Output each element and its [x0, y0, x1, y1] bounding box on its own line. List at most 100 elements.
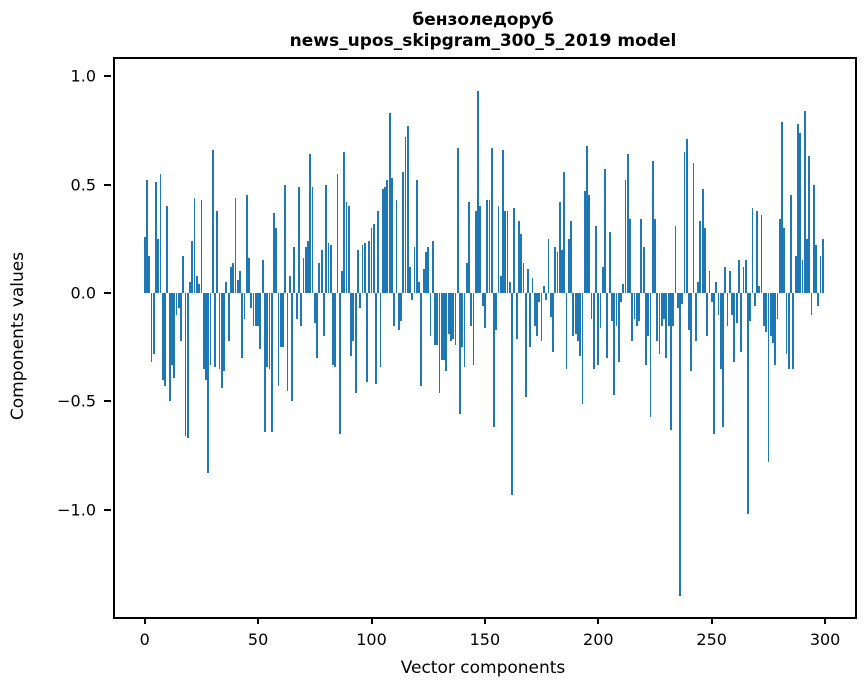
vector-component-bar — [427, 247, 430, 293]
vector-component-bar — [465, 262, 468, 293]
vector-component-bar — [395, 199, 398, 293]
y-tick-label: 0.5 — [70, 175, 96, 195]
vector-component-bar — [418, 282, 421, 293]
vector-component-bar — [672, 293, 675, 326]
vector-component-bar — [259, 293, 262, 350]
vector-component-bar — [554, 247, 557, 293]
vector-component-bar — [375, 293, 377, 384]
vector-component-bar — [422, 269, 425, 293]
vector-component-bar — [769, 293, 772, 337]
vector-component-bar — [370, 227, 373, 293]
vector-component-bar — [692, 162, 695, 293]
vector-component-bar — [157, 238, 160, 293]
vector-component-bar — [690, 293, 693, 371]
vector-component-bar — [171, 293, 173, 365]
vector-component-bar — [202, 293, 205, 369]
vector-component-bar — [556, 251, 559, 293]
vector-component-bar — [379, 293, 382, 367]
vector-component-bar — [477, 91, 479, 293]
vector-component-bar — [595, 225, 597, 293]
vector-component-bar — [434, 293, 436, 345]
vector-component-bar — [493, 293, 495, 428]
x-tick-label: 150 — [469, 630, 501, 649]
vector-component-bar — [372, 223, 375, 293]
vector-component-bar — [193, 197, 196, 293]
vector-component-bar — [660, 293, 663, 326]
vector-component-bar — [402, 171, 405, 293]
vector-component-bar — [345, 201, 348, 293]
vector-component-bar — [774, 293, 777, 365]
vector-component-bar — [454, 293, 457, 345]
vector-component-bar — [681, 293, 684, 304]
vector-component-bar — [658, 293, 661, 354]
vector-component-bar — [806, 238, 808, 293]
vector-component-bar — [155, 182, 157, 293]
y-tick-label: −1.0 — [57, 500, 96, 520]
vector-component-bar — [257, 293, 259, 326]
vector-component-bar — [542, 286, 545, 293]
vector-component-bar — [808, 156, 811, 293]
vector-component-bar — [592, 293, 595, 369]
vector-component-bar — [688, 293, 690, 330]
vector-component-bar — [474, 210, 477, 293]
x-tick-label: 0 — [139, 630, 150, 649]
y-tick-mark — [104, 183, 111, 186]
vector-component-bar — [799, 132, 802, 293]
y-tick-mark — [104, 400, 111, 403]
vector-component-bar — [747, 293, 749, 515]
vector-component-bar — [220, 293, 223, 389]
vector-component-bar — [683, 152, 686, 293]
vector-component-bar — [565, 293, 568, 369]
vector-component-bar — [445, 293, 448, 371]
vector-component-bar — [731, 293, 733, 315]
vector-component-bar — [601, 266, 604, 293]
vector-component-bar — [388, 113, 391, 293]
vector-component-bar — [150, 293, 153, 363]
vector-component-bar — [647, 293, 650, 337]
y-tick-label: 1.0 — [70, 66, 96, 86]
vector-component-bar — [336, 173, 339, 293]
vector-component-bar — [518, 221, 520, 293]
vector-component-bar — [229, 266, 232, 293]
vector-component-bar — [626, 154, 629, 293]
vector-component-bar — [783, 227, 786, 293]
vector-component-bar — [812, 184, 815, 293]
vector-component-bar — [522, 262, 525, 293]
vector-component-bar — [164, 293, 166, 387]
vector-component-bar — [588, 195, 591, 293]
vector-component-bar — [425, 251, 427, 293]
vector-component-bar — [508, 282, 511, 293]
vector-component-bar — [159, 173, 162, 293]
vector-component-bar — [484, 293, 486, 328]
vector-component-bar — [540, 293, 543, 341]
vector-component-bar — [613, 293, 616, 395]
vector-component-bar — [645, 293, 647, 365]
x-tick-mark — [257, 617, 260, 624]
vector-component-bar — [241, 293, 244, 358]
vector-component-bar — [760, 214, 763, 293]
vector-component-bar — [495, 293, 498, 330]
vector-component-bar — [504, 210, 507, 293]
vector-component-bar — [397, 293, 400, 330]
vector-component-bar — [599, 293, 602, 328]
vector-component-bar — [547, 238, 550, 293]
vector-component-bar — [597, 293, 600, 365]
vector-component-bar — [561, 249, 563, 293]
vector-component-bar — [307, 240, 309, 293]
vector-component-bar — [161, 293, 164, 380]
x-tick-mark — [824, 617, 827, 624]
vector-component-bar — [611, 293, 613, 322]
vector-component-bar — [545, 293, 548, 300]
vector-component-bar — [391, 178, 393, 293]
vector-component-bar — [211, 149, 214, 293]
vector-component-bar — [415, 180, 418, 293]
vector-component-bar — [719, 293, 722, 369]
vector-component-bar — [366, 293, 368, 382]
vector-component-bar — [497, 206, 500, 293]
vector-component-bar — [722, 293, 724, 428]
vector-component-bar — [635, 293, 638, 326]
vector-component-bar — [177, 293, 180, 309]
vector-component-bar — [327, 243, 330, 293]
vector-component-bar — [245, 195, 248, 293]
vector-component-bar — [728, 271, 731, 293]
